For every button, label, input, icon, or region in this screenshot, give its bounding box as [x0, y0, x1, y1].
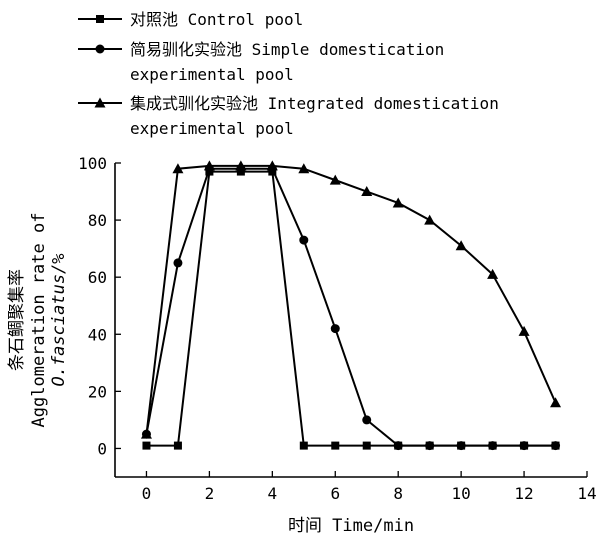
x-tick-label: 12 [514, 484, 533, 503]
legend-label: 对照池 Control pool [130, 10, 303, 29]
series-3-line [145, 164, 557, 435]
legend-label: 简易驯化实验池 Simple domestication [130, 40, 444, 59]
series-2-point [425, 441, 435, 451]
axis-titles: 时间 Time/min 条石鲷聚集率 Agglomeration rate of O.… [7, 213, 414, 536]
series-1-point [173, 441, 182, 450]
y-tick-label: 80 [88, 211, 107, 230]
axes [114, 163, 587, 478]
series-3-point [172, 163, 184, 174]
legend-marker [96, 15, 104, 23]
series-1-point [142, 441, 151, 450]
series-2-point [393, 441, 403, 451]
y-tick-label: 100 [78, 154, 107, 173]
series-3-point [203, 160, 215, 171]
series-3-point [361, 186, 373, 197]
x-tick-label: 6 [330, 484, 340, 503]
series-2-point [519, 441, 529, 451]
series-2-line [145, 167, 556, 447]
series-2-point [299, 235, 309, 245]
series-2-point [488, 441, 498, 451]
x-tick-label: 10 [452, 484, 471, 503]
series-3-point [329, 174, 341, 185]
y-tick-label: 0 [97, 439, 107, 458]
x-tick-label: 2 [205, 484, 215, 503]
legend-label: experimental pool [130, 65, 294, 84]
series-3-point [266, 160, 278, 171]
series-1-point [362, 441, 371, 450]
series-2-point [362, 415, 372, 425]
x-tick-label: 4 [268, 484, 278, 503]
series-3-point [424, 214, 436, 225]
series-3-point [392, 197, 404, 208]
legend-label: experimental pool [130, 119, 294, 138]
series-3-point [487, 268, 499, 279]
legend-label: 集成式驯化实验池 Integrated domestication [130, 94, 499, 113]
x-tick-label: 0 [142, 484, 152, 503]
y-tick-label: 60 [88, 268, 107, 287]
series-1-point [299, 441, 308, 450]
series-2-point [173, 258, 183, 268]
legend: 对照池 Control pool 简易驯化实验池 Simple domestica… [78, 10, 499, 138]
series-3-point [298, 163, 310, 174]
legend-marker [94, 97, 106, 108]
series-3-point [455, 240, 467, 251]
plot-area [140, 160, 562, 451]
series-2-point [330, 324, 340, 334]
y-axis-title-line: Agglomeration rate of [29, 213, 49, 428]
x-tick-label: 14 [577, 484, 596, 503]
series-2-point [456, 441, 466, 451]
y-axis-title-line: O.fasciatus/% [49, 253, 69, 386]
ticks: 0 2 4 6 8 10 12 14 0 20 40 60 80 100 [78, 154, 597, 503]
series-1-point [331, 441, 340, 450]
x-axis-title: 时间 Time/min [288, 516, 414, 536]
series-2-point [551, 441, 561, 451]
series-3-point [140, 428, 152, 439]
y-axis-title-line: 条石鲷聚集率 [7, 269, 27, 371]
y-tick-label: 40 [88, 325, 107, 344]
series-1-line [146, 170, 556, 447]
y-tick-label: 20 [88, 382, 107, 401]
series-3-point [518, 325, 530, 336]
series-3-point [550, 397, 562, 408]
series-3-point [235, 160, 247, 171]
legend-marker [95, 44, 105, 54]
x-tick-label: 8 [393, 484, 403, 503]
